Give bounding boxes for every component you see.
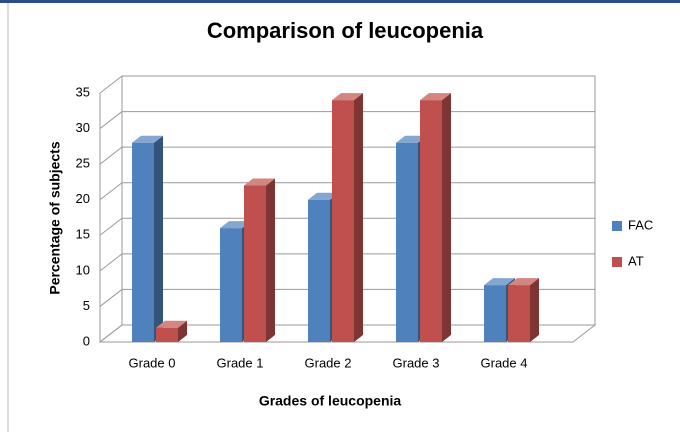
x-tick-label: Grade 0 xyxy=(129,355,176,370)
grid-line xyxy=(99,324,123,343)
bar-front xyxy=(156,327,178,342)
bar xyxy=(244,178,275,342)
bar-front xyxy=(484,285,506,342)
bar-front xyxy=(220,228,242,342)
y-tick-label: 0 xyxy=(83,333,90,348)
y-axis-title: Percentage of subjects xyxy=(47,141,63,294)
y-tick-label: 35 xyxy=(76,84,90,99)
bar-side xyxy=(442,93,451,342)
x-tick-label: Grade 2 xyxy=(305,355,352,370)
bar-front xyxy=(420,100,442,342)
top-border xyxy=(0,0,680,3)
y-tick-label: 15 xyxy=(76,227,90,242)
x-tick-label: Grade 3 xyxy=(393,355,440,370)
grid-line xyxy=(99,182,123,201)
x-axis-title: Grades of leucopenia xyxy=(259,393,402,409)
bar-side xyxy=(154,135,163,342)
bar-front xyxy=(132,142,154,342)
grid-line xyxy=(99,111,123,129)
chart-title: Comparison of leucopenia xyxy=(207,18,484,43)
bar-top xyxy=(132,135,163,143)
bar-top xyxy=(396,135,427,143)
bar-top xyxy=(508,278,539,286)
y-tick-label: 10 xyxy=(76,262,90,277)
legend-swatch xyxy=(612,221,622,231)
bar xyxy=(508,278,539,342)
bar-front xyxy=(396,142,418,342)
bar-front xyxy=(244,185,266,342)
bar-front xyxy=(508,285,530,342)
bar-side xyxy=(530,278,539,342)
grid-line xyxy=(99,75,123,94)
y-tick-label: 20 xyxy=(76,191,90,206)
bar xyxy=(420,93,451,342)
bar-side xyxy=(178,320,187,342)
bar-top xyxy=(420,93,451,101)
bar-top xyxy=(220,221,251,229)
grid-line xyxy=(99,217,123,236)
bar-front xyxy=(308,199,330,342)
bar xyxy=(132,135,163,342)
y-tick-label: 30 xyxy=(76,120,90,135)
legend-label: FAC xyxy=(628,217,653,232)
bar xyxy=(332,93,363,342)
bar-top xyxy=(484,278,515,286)
legend-swatch xyxy=(612,257,622,267)
bar-side xyxy=(354,93,363,342)
bar-top xyxy=(156,320,187,328)
grid-line xyxy=(99,253,123,272)
bar-front xyxy=(332,100,354,342)
grid-line xyxy=(99,289,123,307)
y-tick-label: 5 xyxy=(83,298,90,313)
legend-label: AT xyxy=(628,253,644,268)
grid-line xyxy=(99,146,123,165)
bar-top xyxy=(308,192,339,200)
x-tick-label: Grade 1 xyxy=(217,355,264,370)
bar xyxy=(156,320,187,342)
bar-top xyxy=(244,178,275,186)
y-tick-label: 25 xyxy=(76,156,90,171)
bar-top xyxy=(332,93,363,101)
x-tick-label: Grade 4 xyxy=(481,355,528,370)
bar-side xyxy=(266,178,275,342)
